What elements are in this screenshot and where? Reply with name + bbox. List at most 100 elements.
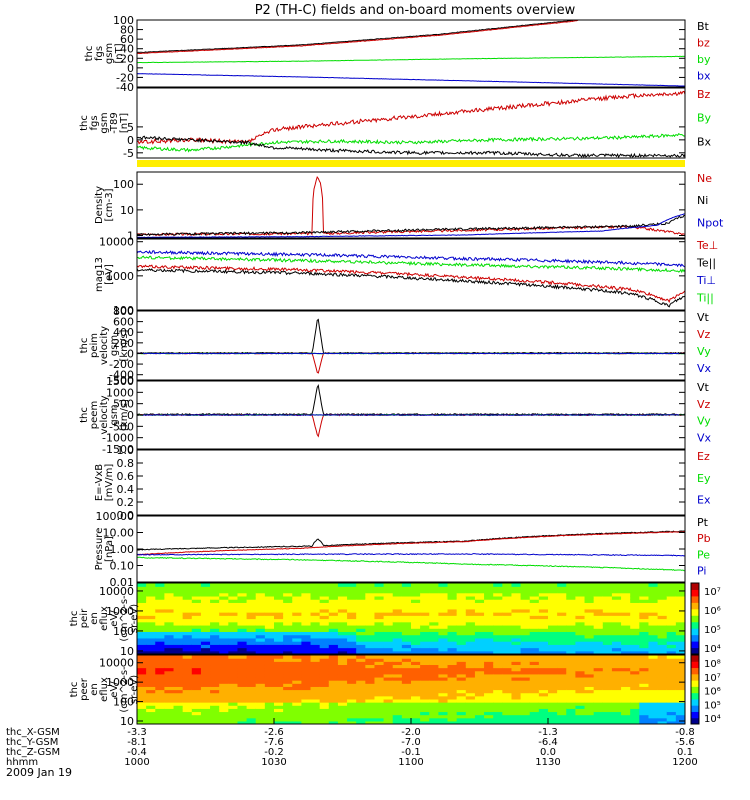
spectrogram-cell [292,664,302,669]
spectrogram-cell [182,602,193,607]
spectrogram-cell [301,589,312,594]
spectrogram-cell [648,650,659,654]
spectrogram-cell [529,631,540,636]
spectrogram-cell [557,589,567,594]
spectrogram-cell [219,592,229,597]
spectrogram-cell [210,673,220,678]
spectrogram-cell [365,711,376,716]
spectrogram-cell [438,692,449,697]
spectrogram-cell [255,702,266,706]
spectrogram-cell [630,683,640,687]
spectrogram-cell [411,599,421,603]
spectrogram-cell [456,641,467,645]
spectrogram-cell [593,705,604,709]
spectrogram-cell [337,602,348,607]
spectrogram-cell [301,689,312,694]
spectrogram-cell [593,689,604,694]
spectrogram-cell [347,708,357,713]
spectrogram-cell [383,686,394,691]
spectrogram-cell [420,618,430,623]
spectrogram-cell [219,689,229,694]
spectrogram-cell [648,692,659,697]
colorbar-tick-label: 10⁷ [704,587,721,598]
spectrogram-cell [191,692,202,697]
spectrogram-cell [137,655,147,659]
spectrogram-cell [465,689,476,694]
spectrogram-cell [520,586,531,591]
spectrogram-cell [621,717,631,722]
spectrogram-cell [182,702,193,706]
spectrogram-cell [502,673,513,678]
spectrogram-cell [164,637,175,642]
spectrogram-cell [474,698,485,703]
spectrogram-cell [493,595,503,600]
spectrogram-cell [639,615,650,620]
spectrogram-cell [493,621,503,626]
spectrogram-cell [630,605,640,610]
spectrogram-cell [666,631,677,636]
spectrogram-cell [584,720,595,724]
spectrogram-cell [219,608,229,613]
spectrogram-cell [529,624,540,629]
spectrogram-cell [511,608,522,613]
spectrogram-cell [657,641,668,645]
spectrogram-cell [264,589,275,594]
spectrogram-cell [420,631,430,636]
spectrogram-cell [264,583,275,587]
spectrogram-cell [484,612,494,616]
spectrogram-cell [310,686,321,691]
spectrogram-cell [401,612,412,616]
spectrogram-cell [511,698,522,703]
spectrogram-cell [630,608,640,613]
y-axis-label: peir [79,608,90,628]
spectrogram-cell [337,655,348,659]
series-line-temperature-Te⊥ [137,264,685,303]
spectrogram-cell [228,650,239,654]
spectrogram-cell [319,664,330,669]
spectrogram-cell [657,655,668,659]
spectrogram-cell [292,689,302,694]
spectrogram-cell [411,702,421,706]
spectrogram-cell [575,628,586,633]
spectrogram-cell [146,686,156,691]
spectrogram-cell [292,661,302,666]
spectrogram-cell [511,621,522,626]
spectrogram-cell [648,618,659,623]
spectrogram-cell [264,624,275,629]
spectrogram-cell [191,664,202,669]
legend-entry: Ey [697,472,711,485]
spectrogram-cell [639,634,650,639]
spectrogram-cell [456,711,467,716]
spectrogram-cell [255,676,266,681]
spectrogram-cell [411,680,421,684]
legend-entry: Ez [697,450,710,463]
spectrogram-cell [347,661,357,666]
spectrogram-cell [319,711,330,716]
spectrogram-cell [502,670,513,675]
spectrogram-cell [630,711,640,716]
spectrogram-cell [639,612,650,616]
spectrogram-cell [557,683,567,687]
spectrogram-cell [675,705,685,709]
spectrogram-cell [447,589,458,594]
spectrogram-cell [474,612,485,616]
spectrogram-cell [274,720,284,724]
spectrogram-cell [365,686,376,691]
spectrogram-cell [200,689,211,694]
spectrogram-cell [639,667,650,672]
spectrogram-cell [520,644,531,649]
spectrogram-cell [210,695,220,700]
y-tick-label: -200 [109,358,134,371]
spectrogram-cell [292,602,302,607]
spectrogram-cell [401,637,412,642]
spectrogram-cell [548,667,558,672]
spectrogram-cell [456,621,467,626]
spectrogram-cell [374,592,385,597]
spectrogram-cell [246,714,257,719]
spectrogram-cell [164,680,175,684]
spectrogram-cell [474,683,485,687]
spectrogram-cell [639,661,650,666]
spectrogram-cell [219,661,229,666]
spectrogram-cell [502,664,513,669]
spectrogram-cell [520,683,531,687]
